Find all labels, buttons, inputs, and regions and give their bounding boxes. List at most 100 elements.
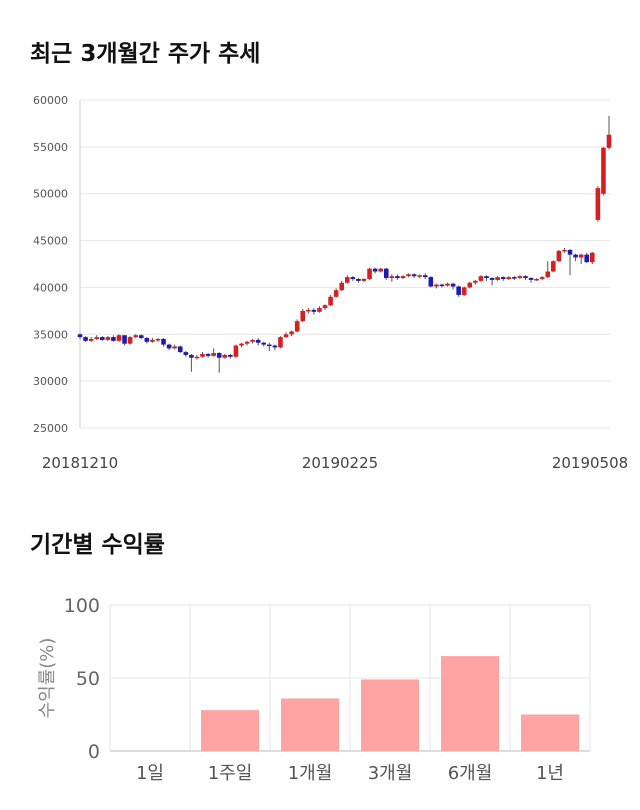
- returns-bar: [361, 679, 419, 751]
- returns-bar: [521, 714, 579, 751]
- price-candle: [177, 345, 183, 354]
- price-candle: [189, 353, 194, 372]
- price-candle: [239, 342, 244, 348]
- price-candle: [122, 335, 127, 346]
- price-candle: [333, 288, 339, 298]
- price-candle: [400, 275, 406, 279]
- returns-y-axis-label: 수익률(%): [37, 638, 58, 719]
- price-candle: [434, 283, 439, 289]
- price-candle: [161, 338, 166, 347]
- price-candle: [300, 308, 306, 323]
- returns-y-tick-label: 0: [88, 741, 100, 763]
- price-candle: [528, 277, 534, 283]
- price-candle: [111, 335, 116, 342]
- price-x-tick-label: 20190225: [302, 454, 378, 472]
- price-candle: [350, 276, 356, 281]
- price-candle: [500, 276, 506, 281]
- price-candle: [411, 273, 417, 279]
- price-candle: [306, 308, 311, 314]
- price-candle: [578, 253, 584, 264]
- price-y-tick-label: 40000: [33, 281, 68, 294]
- price-candle: [127, 336, 133, 345]
- returns-x-tick-label: 1일: [136, 763, 164, 784]
- returns-y-tick-label: 100: [64, 595, 100, 617]
- price-candle: [584, 252, 590, 264]
- returns-bar: [441, 656, 499, 751]
- returns-y-axis: 100 50 0: [64, 595, 100, 763]
- returns-chart-title: 기간별 수익률: [30, 532, 165, 558]
- price-candle: [88, 337, 94, 342]
- price-candle: [339, 280, 345, 292]
- price-candle: [200, 352, 205, 358]
- price-candle: [233, 344, 239, 358]
- price-candle: [595, 186, 601, 222]
- price-y-tick-label: 30000: [33, 375, 68, 388]
- returns-bar: [281, 698, 339, 751]
- price-candle: [250, 338, 255, 344]
- price-candle: [478, 275, 484, 282]
- price-candle: [133, 334, 138, 339]
- price-candle: [523, 275, 528, 280]
- returns-bar: [201, 710, 259, 751]
- price-grid: [79, 99, 610, 429]
- price-candle: [556, 249, 562, 263]
- price-candle: [395, 274, 400, 280]
- price-candle: [267, 342, 272, 352]
- price-candle: [445, 282, 450, 287]
- price-candle: [489, 277, 495, 286]
- price-candle: [456, 285, 461, 297]
- price-candle: [534, 278, 539, 281]
- returns-x-axis: 1일 1주일 1개월 3개월 6개월 1년: [136, 763, 564, 784]
- price-candle: [116, 334, 122, 342]
- price-candle: [289, 330, 294, 337]
- price-candle: [294, 319, 300, 333]
- price-candle: [272, 344, 278, 351]
- price-x-tick-label: 20190508: [552, 454, 628, 472]
- price-candle: [150, 338, 155, 343]
- returns-x-tick-label: 3개월: [368, 763, 413, 784]
- price-candle: [367, 267, 372, 280]
- price-candle: [283, 332, 289, 339]
- price-chart-title: 최근 3개월간 주가 추세: [30, 41, 261, 67]
- price-y-tick-label: 45000: [33, 235, 68, 248]
- price-candle: [467, 281, 473, 289]
- price-candle: [601, 146, 606, 196]
- price-candle: [562, 248, 567, 253]
- price-candle: [317, 306, 322, 313]
- price-candle: [495, 276, 500, 281]
- price-candle: [228, 353, 233, 359]
- returns-x-tick-label: 6개월: [448, 763, 493, 784]
- price-candle: [517, 275, 523, 279]
- returns-x-tick-label: 1년: [536, 763, 564, 784]
- price-candle: [383, 267, 389, 280]
- price-candle: [589, 251, 595, 264]
- price-candle: [512, 276, 517, 280]
- returns-grid: [109, 604, 591, 752]
- returns-y-tick-label: 50: [76, 668, 100, 690]
- price-candle: [155, 338, 161, 342]
- price-candle: [144, 337, 150, 344]
- price-candle: [428, 276, 434, 288]
- price-candle: [356, 278, 361, 283]
- price-candle: [450, 282, 456, 290]
- price-candle: [372, 267, 378, 274]
- price-candle: [138, 334, 144, 339]
- price-candle: [222, 353, 228, 359]
- price-y-tick-label: 50000: [33, 188, 68, 201]
- price-y-tick-label: 35000: [33, 328, 68, 341]
- price-candle: [361, 278, 367, 282]
- price-candle: [183, 351, 189, 357]
- price-y-tick-label: 55000: [33, 141, 68, 154]
- price-trend-chart: 60000 55000 50000 45000 40000 35000 30000 25000…: [33, 94, 628, 472]
- price-y-tick-label: 25000: [33, 422, 68, 435]
- price-x-tick-label: 20181210: [42, 454, 118, 472]
- price-candle: [322, 304, 328, 310]
- price-candle: [567, 249, 573, 276]
- price-candle: [473, 279, 478, 285]
- price-candle: [216, 352, 222, 373]
- price-candle: [328, 294, 333, 307]
- price-candle: [539, 276, 545, 280]
- price-candle: [439, 283, 445, 288]
- price-candle: [244, 340, 250, 346]
- price-candle: [573, 253, 578, 262]
